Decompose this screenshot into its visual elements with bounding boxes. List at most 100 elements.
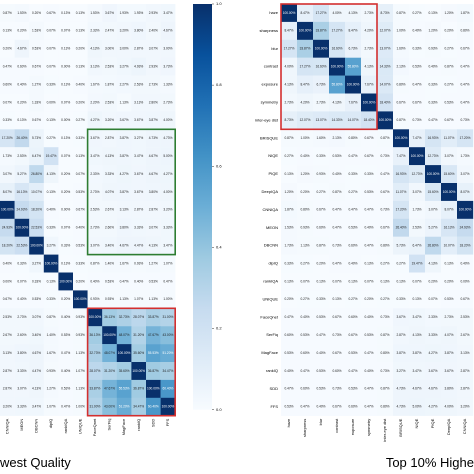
- heatmap-cell: [87, 254, 103, 273]
- cell-label: 33.87%: [316, 29, 327, 33]
- heatmap-cell: [160, 93, 176, 112]
- heatmap-cell: [146, 254, 161, 273]
- heatmap-cell: [377, 129, 394, 148]
- cell-label: 0.93%: [76, 315, 85, 319]
- heatmap-cell: [281, 183, 298, 202]
- heatmap-cell: [409, 165, 426, 184]
- cell-label: 43.00%: [104, 405, 115, 409]
- cell-label: 43.00%: [162, 333, 173, 337]
- heatmap-cell: [146, 218, 161, 237]
- heatmap-cell: [0, 93, 15, 112]
- row-label: SDD: [270, 386, 279, 391]
- cell-label: 0.20%: [444, 29, 453, 33]
- cell-label: 0.13%: [61, 261, 70, 265]
- heatmap-cell: [361, 165, 378, 184]
- cell-label: 8.47%: [284, 29, 293, 33]
- cell-label: 15.60%: [444, 172, 455, 176]
- cell-label: 4.13%: [348, 11, 357, 15]
- cell-label: 34.47%: [133, 405, 144, 409]
- col-label: inter-eye dist: [382, 418, 387, 442]
- heatmap-cell: [297, 218, 314, 237]
- heatmap-cell: [58, 200, 74, 219]
- heatmap-cell: [14, 75, 30, 94]
- heatmap-cell: [102, 57, 117, 76]
- cell-label: 60.40%: [148, 405, 159, 409]
- heatmap-cell: [281, 218, 298, 237]
- heatmap-cell: [102, 236, 117, 255]
- heatmap-cell: [297, 362, 314, 381]
- heatmap-cell: [146, 21, 161, 40]
- heatmap-cell: [425, 93, 442, 112]
- heatmap-cell: [43, 344, 59, 363]
- cell-label: 0.53%: [444, 297, 453, 301]
- cell-label: 1.87%: [460, 11, 469, 15]
- cell-label: 0.53%: [412, 64, 421, 68]
- heatmap-cell: [131, 379, 147, 398]
- heatmap-cell: [14, 4, 30, 23]
- heatmap-cell: [313, 4, 330, 23]
- cell-label: 10.07%: [444, 243, 455, 247]
- heatmap-cell: [58, 254, 74, 273]
- cell-label: 33.87%: [148, 315, 159, 319]
- heatmap-cell: [393, 4, 410, 23]
- heatmap-cell: [425, 272, 442, 291]
- cell-label: 26.80%: [31, 172, 42, 176]
- heatmap-cell: [329, 93, 346, 112]
- heatmap-cell: [73, 39, 88, 58]
- heatmap-cell: [29, 111, 44, 130]
- cell-label: 0.13%: [444, 261, 453, 265]
- cell-label: 0.27%: [300, 297, 309, 301]
- cell-label: 0.87%: [380, 387, 389, 391]
- heatmap-cell: [0, 165, 15, 184]
- heatmap-cell: [393, 111, 410, 130]
- heatmap-cell: [281, 308, 298, 327]
- heatmap-cell: [457, 218, 474, 237]
- heatmap-cell: [377, 4, 394, 23]
- cell-label: 1.67%: [90, 82, 99, 86]
- cell-label: 0.20%: [444, 279, 453, 283]
- cell-label: 0.47%: [460, 64, 469, 68]
- heatmap-cell: [14, 218, 30, 237]
- heatmap-cell: [146, 75, 161, 94]
- heatmap-cell: [131, 165, 147, 184]
- cell-label: 1.13%: [300, 243, 309, 247]
- cell-label: 3.27%: [396, 369, 405, 373]
- cell-label: 14.33%: [332, 118, 343, 122]
- cell-label: 0.53%: [300, 333, 309, 337]
- cell-label: 3.80%: [149, 190, 158, 194]
- cell-label: 0.33%: [428, 82, 437, 86]
- cell-label: 1.27%: [47, 387, 56, 391]
- cell-label: 0.67%: [364, 154, 373, 158]
- cell-label: 2.87%: [134, 47, 143, 51]
- heatmap-cell: [14, 165, 30, 184]
- cell-label: 55.53%: [148, 351, 159, 355]
- heatmap-cell: [377, 236, 394, 255]
- cell-label: 0.40%: [300, 154, 309, 158]
- row-label: dipIQ: [268, 261, 278, 266]
- cell-label: 3.67%: [428, 369, 437, 373]
- heatmap-cell: [457, 326, 474, 345]
- heatmap-cell: [345, 4, 362, 23]
- heatmap-cell: [313, 200, 330, 219]
- cell-label: 0.73%: [380, 315, 389, 319]
- cell-label: 0.13%: [61, 136, 70, 140]
- heatmap-cell: [58, 165, 74, 184]
- row-label: FFS: [270, 404, 278, 409]
- heatmap-cell: [281, 93, 298, 112]
- heatmap-cell: [345, 236, 362, 255]
- heatmap-cell: [409, 147, 426, 166]
- heatmap-cell: [116, 218, 132, 237]
- cell-label: 2.40%: [149, 29, 158, 33]
- heatmap-cell: [393, 254, 410, 273]
- cell-label: 0.60%: [332, 369, 341, 373]
- cell-label: 0.47%: [120, 279, 129, 283]
- heatmap-cell: [361, 4, 378, 23]
- heatmap-cell: [131, 200, 147, 219]
- cell-label: 8.07%: [444, 208, 453, 212]
- cell-label: 1.00%: [396, 29, 405, 33]
- cell-label: 3.00%: [163, 47, 172, 51]
- heatmap-cell: [409, 183, 426, 202]
- heatmap-cell: [102, 21, 117, 40]
- row-label: sharpness: [260, 28, 278, 33]
- cell-label: 3.33%: [105, 172, 114, 176]
